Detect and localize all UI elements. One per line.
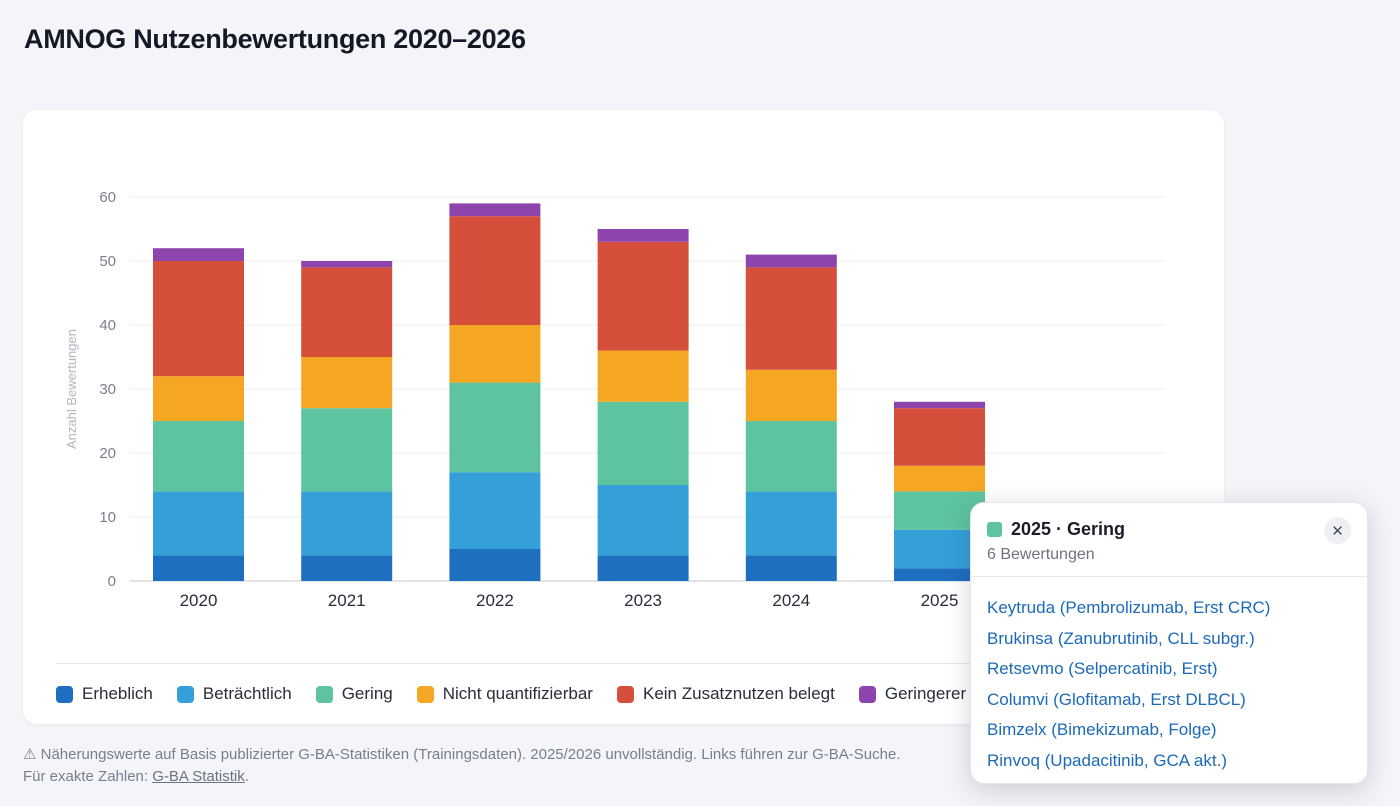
- bar-segment[interactable]: [153, 491, 244, 556]
- y-axis-label: Anzahl Bewertungen: [64, 329, 79, 449]
- legend-item[interactable]: Nicht quantifizierbar: [416, 684, 593, 704]
- legend-label: Beträchtlich: [202, 684, 292, 703]
- drug-link[interactable]: Rinvoq (Upadacitinib, GCA akt.): [987, 750, 1227, 770]
- bar-segment[interactable]: [449, 216, 541, 325]
- bar-segment[interactable]: [894, 408, 985, 466]
- bar-segment[interactable]: [301, 408, 393, 492]
- bar-segment[interactable]: [894, 491, 985, 530]
- bar-segment[interactable]: [449, 203, 541, 217]
- popover-drug-list: Keytruda (Pembrolizumab, Erst CRC) Brukin…: [971, 577, 1367, 792]
- legend-swatch: [56, 685, 73, 703]
- bar-segment[interactable]: [301, 555, 393, 581]
- legend-label: Nicht quantifizierbar: [442, 684, 593, 703]
- footnote-disclaimer: ⚠ Näherungswerte auf Basis publizierter …: [23, 746, 901, 763]
- footnote-source-line: Für exakte Zahlen: G-BA Statistik.: [23, 766, 1223, 788]
- legend-swatch: [176, 685, 194, 703]
- drug-link[interactable]: Bimzelx (Bimekizumab, Folge): [987, 720, 1217, 739]
- bar-segment[interactable]: [449, 382, 541, 473]
- drug-link[interactable]: Keytruda (Pembrolizumab, Erst CRC): [987, 598, 1271, 617]
- x-tick-label: 2023: [624, 591, 662, 610]
- bar-segment[interactable]: [153, 376, 244, 421]
- legend-swatch: [858, 685, 876, 703]
- bar-segment[interactable]: [449, 325, 541, 383]
- y-tick-label: 0: [108, 573, 116, 590]
- bar-segment[interactable]: [597, 241, 689, 351]
- bar-segment[interactable]: [153, 421, 244, 492]
- bar-segment[interactable]: [597, 350, 689, 402]
- bar-segment[interactable]: [894, 568, 985, 581]
- bar-segment[interactable]: [597, 401, 689, 485]
- page-title: AMNOG Nutzenbewertungen 2020–2026: [24, 24, 526, 54]
- bar-segment[interactable]: [153, 555, 244, 581]
- x-tick-label: 2025: [921, 591, 959, 610]
- bar-segment[interactable]: [449, 472, 541, 549]
- bar-segment[interactable]: [894, 529, 985, 569]
- bar-segment[interactable]: [597, 229, 689, 242]
- close-icon[interactable]: ✕: [1324, 517, 1351, 544]
- x-tick-label: 2022: [476, 591, 514, 610]
- bar-segment[interactable]: [301, 267, 393, 357]
- bar-segment[interactable]: [153, 248, 244, 261]
- legend-swatch: [416, 685, 434, 703]
- bar-segment[interactable]: [745, 254, 837, 268]
- legend-item[interactable]: Gering: [315, 684, 393, 704]
- legend-item[interactable]: Kein Zusatznutzen belegt: [616, 684, 835, 704]
- legend-label: Erheblich: [82, 684, 153, 703]
- bar-segment[interactable]: [597, 485, 689, 556]
- popover-color-swatch: [987, 522, 1002, 537]
- bar-segment[interactable]: [894, 401, 985, 409]
- popover-count: 6 Bewertungen: [987, 546, 1095, 563]
- bar-segment[interactable]: [301, 357, 393, 409]
- bar-segment[interactable]: [745, 421, 837, 492]
- chart-legend: Erheblich Beträchtlich Gering Nicht quantif…: [56, 663, 1165, 704]
- legend-label: Gering: [341, 684, 393, 703]
- popover-title: 2025 · Gering: [1011, 519, 1126, 539]
- bar-segment[interactable]: [153, 261, 244, 377]
- detail-popover: 2025 · Gering 6 Bewertungen ✕ Keytruda (…: [970, 502, 1368, 784]
- legend-item[interactable]: Erheblich: [56, 684, 153, 704]
- legend-swatch: [616, 685, 634, 703]
- x-tick-label: 2024: [772, 591, 810, 610]
- legend-label: Kein Zusatznutzen belegt: [642, 684, 835, 703]
- y-tick-label: 60: [99, 189, 116, 206]
- drug-link[interactable]: Brukinsa (Zanubrutinib, CLL subgr.): [987, 628, 1255, 648]
- popover-header: 2025 · Gering 6 Bewertungen ✕: [971, 503, 1367, 577]
- bar-segment[interactable]: [745, 267, 837, 370]
- footnote-suffix: .: [244, 768, 249, 785]
- y-tick-label: 10: [99, 509, 116, 526]
- bar-segment[interactable]: [894, 465, 985, 492]
- legend-item[interactable]: Beträchtlich: [176, 684, 292, 704]
- bar-segment[interactable]: [301, 261, 393, 268]
- y-tick-label: 30: [99, 381, 116, 398]
- footnote-prefix: Für exakte Zahlen:: [23, 768, 153, 785]
- y-tick-label: 40: [99, 317, 116, 334]
- bar-segment[interactable]: [745, 491, 837, 556]
- drug-link[interactable]: Retsevmo (Selpercatinib, Erst): [987, 659, 1218, 678]
- x-tick-label: 2020: [180, 591, 218, 610]
- popover-title-row: 2025 · Gering: [987, 519, 1351, 540]
- footnote: ⚠ Näherungswerte auf Basis publizierter …: [23, 744, 1223, 788]
- drug-link[interactable]: Columvi (Glofitamab, Erst DLBCL): [987, 689, 1246, 709]
- bar-segment[interactable]: [597, 555, 689, 581]
- y-tick-label: 50: [99, 253, 116, 270]
- gba-statistik-link[interactable]: G-BA Statistik: [152, 768, 245, 785]
- bar-segment[interactable]: [745, 555, 837, 581]
- y-tick-label: 20: [99, 445, 116, 462]
- bar-segment[interactable]: [449, 549, 541, 581]
- legend-swatch: [315, 685, 333, 703]
- bar-segment[interactable]: [301, 491, 393, 556]
- bar-segment[interactable]: [745, 369, 837, 421]
- x-tick-label: 2021: [328, 591, 366, 610]
